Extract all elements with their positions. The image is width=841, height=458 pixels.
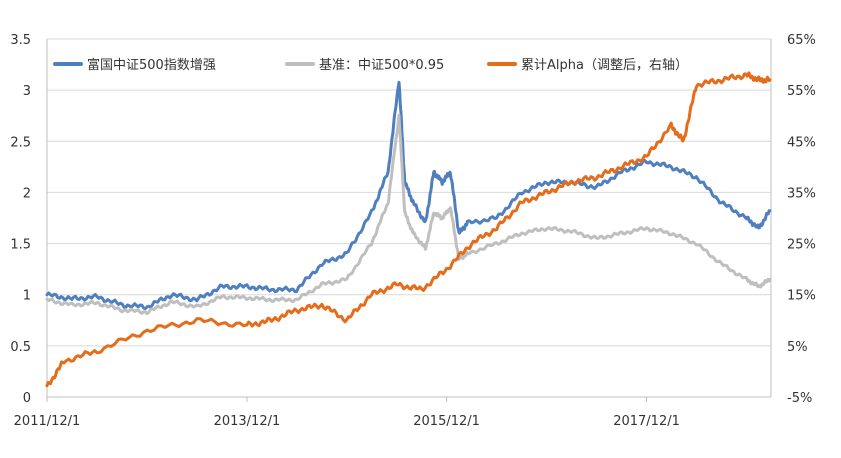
right-axis-tick-label: 5% [787,340,808,355]
right-axis-tick-label: 25% [787,238,816,253]
series-line-2 [45,113,772,316]
series-lines [45,71,772,388]
grid-lines [47,38,771,347]
series-line-3 [45,71,772,388]
right-axis-tick-label: 45% [787,135,816,150]
right-axis-tick-label: 15% [787,289,816,304]
left-axis-tick-label: 0.5 [10,340,31,355]
x-axis-tick-label: 2011/12/1 [14,414,81,429]
right-axis-tick-label: 55% [787,84,816,99]
left-axis-tick-label: 0 [23,391,31,406]
legend-label: 富国中证500指数增强 [87,57,216,73]
axes: 0 0.5 1 1.5 2 2.5 3 3.5 -5% 5% 15% 25% 35% 45% 55% 65% 2… [10,33,816,429]
legend-label: 基准：中证500*0.95 [319,58,444,73]
left-axis-tick-label: 1.5 [10,238,31,253]
left-axis-tick-label: 1 [23,289,31,304]
x-axis-tick-label: 2017/12/1 [613,414,680,429]
right-axis-tick-label: 35% [787,186,816,201]
x-axis-tick-label: 2015/12/1 [413,414,480,429]
left-axis-tick-label: 3 [23,84,31,99]
left-axis-tick-label: 2.5 [10,135,31,150]
left-axis-tick-label: 2 [23,186,31,201]
x-axis-tick-label: 2013/12/1 [214,414,281,429]
legend: 富国中证500指数增强 基准：中证500*0.95 累计Alpha（调整后，右轴） [53,57,688,73]
right-axis-tick-label: 65% [787,33,816,48]
series-line-1 [45,80,772,311]
legend-label: 累计Alpha（调整后，右轴） [521,58,688,73]
left-axis-tick-label: 3.5 [10,33,31,48]
right-axis-tick-label: -5% [787,391,812,406]
